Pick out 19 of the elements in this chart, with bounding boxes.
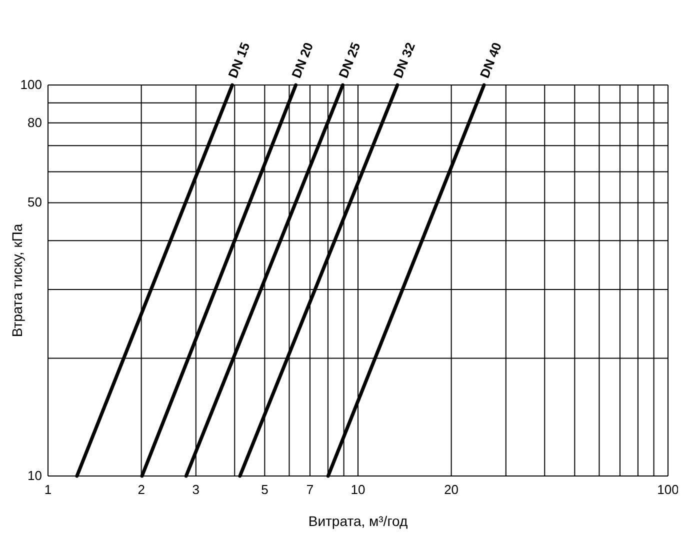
y-axis-title: Втрата тиску, кПа xyxy=(9,224,25,338)
x-tick-label: 20 xyxy=(444,482,459,497)
x-tick-label: 2 xyxy=(138,482,145,497)
y-tick-label: 80 xyxy=(28,114,42,130)
x-tick-label: 5 xyxy=(261,482,268,497)
x-tick-label: 100 xyxy=(657,482,679,497)
y-tick-label: 100 xyxy=(20,77,42,92)
x-tick-label: 7 xyxy=(306,482,314,497)
text: DN 40 xyxy=(476,40,504,80)
x-axis-title: Витрата, м³/год xyxy=(308,513,408,529)
y-tick-label: 10 xyxy=(28,468,42,483)
text: DN 32 xyxy=(390,40,418,80)
x-tick-label: 3 xyxy=(192,482,200,497)
text: DN 25 xyxy=(336,40,364,80)
x-tick-label: 10 xyxy=(350,482,366,497)
x-tick-label: 1 xyxy=(44,482,52,497)
y-tick-label: 50 xyxy=(28,194,42,210)
text: DN 20 xyxy=(288,40,316,80)
text: DN 15 xyxy=(225,40,253,80)
